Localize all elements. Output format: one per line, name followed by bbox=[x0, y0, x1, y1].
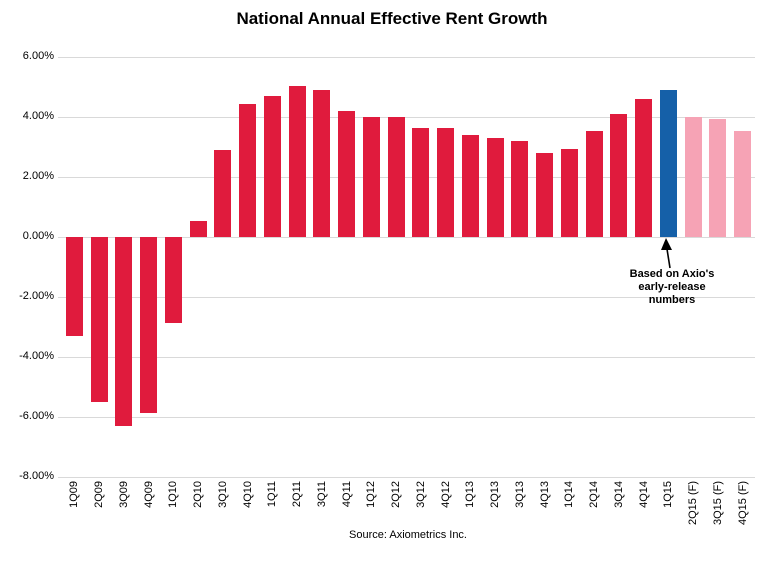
gridline bbox=[58, 57, 755, 58]
bar-2Q15-F- bbox=[684, 117, 702, 237]
y-axis-label: -8.00% bbox=[19, 470, 54, 482]
x-axis-label: 4Q13 bbox=[538, 481, 551, 508]
y-axis-label: 4.00% bbox=[22, 110, 54, 122]
annotation-line: early-release bbox=[638, 281, 706, 293]
x-axis-label: 2Q14 bbox=[588, 481, 601, 508]
bar-1Q10 bbox=[164, 237, 182, 323]
x-axis-label: 1Q09 bbox=[68, 481, 81, 508]
bar-2Q13 bbox=[486, 138, 504, 237]
bar-1Q09 bbox=[65, 237, 83, 336]
x-axis-label: 2Q13 bbox=[489, 481, 502, 508]
bar-3Q13 bbox=[511, 141, 529, 237]
y-axis-label: -6.00% bbox=[19, 410, 54, 422]
x-axis-label: 2Q09 bbox=[93, 481, 106, 508]
x-axis-label: 3Q12 bbox=[414, 481, 427, 508]
x-axis-label: 4Q10 bbox=[241, 481, 254, 508]
bar-1Q11 bbox=[263, 96, 281, 237]
bar-4Q14 bbox=[635, 99, 653, 237]
x-axis-label: 1Q13 bbox=[464, 481, 477, 508]
bar-3Q12 bbox=[412, 127, 430, 237]
annotation-line: Based on Axio's bbox=[629, 268, 715, 280]
x-axis-label: 3Q14 bbox=[612, 481, 625, 508]
x-axis-label: 2Q10 bbox=[192, 481, 205, 508]
bar-1Q14 bbox=[560, 148, 578, 237]
x-axis-label: 1Q10 bbox=[167, 481, 180, 508]
bar-2Q12 bbox=[387, 117, 405, 237]
gridline bbox=[58, 357, 755, 358]
bar-1Q15 bbox=[659, 90, 677, 237]
y-axis-label: 6.00% bbox=[22, 50, 54, 62]
x-axis-label: 4Q15 (F) bbox=[736, 481, 749, 526]
x-axis-label: 4Q12 bbox=[439, 481, 452, 508]
gridline bbox=[58, 237, 755, 238]
y-axis-label: 0.00% bbox=[22, 230, 54, 242]
gridline bbox=[58, 177, 755, 178]
chart-title: National Annual Effective Rent Growth bbox=[236, 9, 548, 28]
x-axis-label: 3Q10 bbox=[216, 481, 229, 508]
x-axis-label: 2Q11 bbox=[291, 481, 304, 508]
bar-1Q12 bbox=[362, 117, 380, 237]
bar-4Q12 bbox=[437, 127, 455, 237]
bar-4Q09 bbox=[140, 237, 158, 413]
bar-2Q14 bbox=[585, 130, 603, 237]
source-note: Source: Axiometrics Inc. bbox=[349, 529, 467, 541]
x-axis-label: 2Q15 (F) bbox=[687, 481, 700, 526]
bar-1Q13 bbox=[461, 135, 479, 237]
x-axis-label: 3Q09 bbox=[117, 481, 130, 508]
x-axis-label: 3Q13 bbox=[513, 481, 526, 508]
x-axis-label: 1Q14 bbox=[563, 481, 576, 508]
bar-4Q13 bbox=[536, 153, 554, 237]
y-axis-label: -4.00% bbox=[19, 350, 54, 362]
annotation: Based on Axio's early-release numbers bbox=[612, 268, 732, 307]
up-arrow-icon bbox=[661, 238, 672, 269]
bar-4Q15-F- bbox=[734, 130, 752, 237]
bar-3Q10 bbox=[214, 150, 232, 237]
bar-2Q09 bbox=[90, 237, 108, 402]
y-axis-label: 2.00% bbox=[22, 170, 54, 182]
y-axis-label: -2.00% bbox=[19, 290, 54, 302]
bar-3Q09 bbox=[115, 237, 133, 426]
bar-2Q11 bbox=[288, 85, 306, 237]
bar-3Q14 bbox=[610, 114, 628, 237]
x-axis-label: 3Q11 bbox=[315, 481, 328, 508]
x-axis-label: 3Q15 (F) bbox=[711, 481, 724, 526]
bar-3Q15-F- bbox=[709, 118, 727, 237]
bar-2Q10 bbox=[189, 220, 207, 237]
gridline bbox=[58, 297, 755, 298]
x-axis-label: 4Q11 bbox=[340, 481, 353, 508]
gridline bbox=[58, 477, 755, 478]
x-axis-label: 4Q09 bbox=[142, 481, 155, 508]
x-axis-label: 2Q12 bbox=[390, 481, 403, 508]
gridline bbox=[58, 117, 755, 118]
x-axis-label: 1Q15 bbox=[662, 481, 675, 508]
bar-4Q10 bbox=[239, 103, 257, 237]
bar-4Q11 bbox=[338, 111, 356, 237]
x-axis-label: 4Q14 bbox=[637, 481, 650, 508]
annotation-line: numbers bbox=[648, 294, 696, 306]
bar-3Q11 bbox=[313, 90, 331, 237]
x-axis-label: 1Q12 bbox=[365, 481, 378, 508]
gridline bbox=[58, 417, 755, 418]
x-axis-label: 1Q11 bbox=[266, 481, 279, 508]
